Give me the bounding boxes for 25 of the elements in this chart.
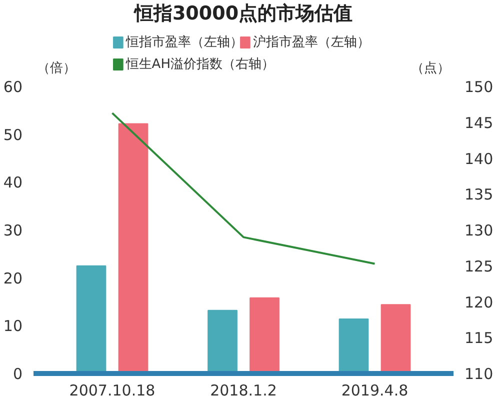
x-tick-label: 2018.1.2 <box>210 382 277 400</box>
y-tick-label: 40 <box>3 174 23 192</box>
x-tick-label: 2007.10.18 <box>69 382 156 400</box>
y2-tick-label: 145 <box>464 114 494 132</box>
y2-tick-label: 125 <box>464 257 494 276</box>
legend-label: 恒生AH溢价指数（右轴） <box>124 57 274 72</box>
y2-tick-label: 150 <box>464 78 494 96</box>
legend-label: 恒指市盈率（左轴） <box>124 34 243 50</box>
x-tick-label: 2019.4.8 <box>341 382 408 400</box>
y-tick-label: 50 <box>3 126 23 144</box>
y-tick-label: 60 <box>3 78 23 96</box>
chart-title: 恒指30000点的市场估值 <box>133 2 353 24</box>
y-tick-label: 10 <box>3 317 23 336</box>
y-axis-title: （倍） <box>36 61 76 76</box>
y-tick-label: 20 <box>3 269 23 288</box>
y-tick-label: 0 <box>12 365 23 383</box>
y2-tick-label: 135 <box>464 186 494 204</box>
legend-label: 沪指市盈率（左轴） <box>252 34 370 50</box>
y2-tick-label: 110 <box>464 365 494 383</box>
y2-tick-label: 140 <box>464 150 494 168</box>
y2-tick-label: 120 <box>464 293 494 312</box>
y-tick-label: 30 <box>3 222 23 240</box>
y2-tick-label: 130 <box>464 222 494 240</box>
y2-tick-label: 115 <box>464 329 494 348</box>
y2-axis-title: （点） <box>411 61 450 76</box>
